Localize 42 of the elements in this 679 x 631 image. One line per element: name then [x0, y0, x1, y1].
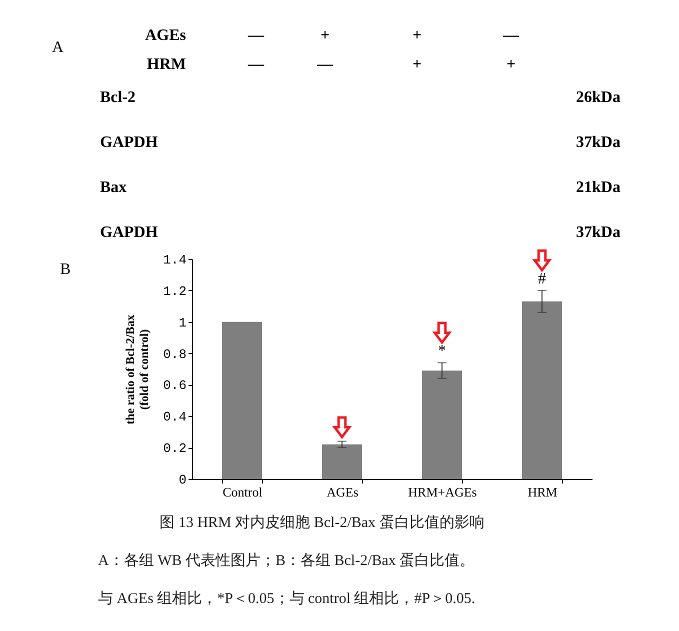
x-tick-label: AGEs	[326, 484, 358, 500]
data-label: *	[438, 342, 446, 360]
text: +	[320, 27, 330, 44]
text: 37kDa	[576, 224, 620, 241]
text: —	[247, 56, 265, 73]
bar	[222, 322, 262, 479]
chart-title: B	[60, 261, 71, 278]
text: Bcl-2	[100, 89, 136, 106]
y-tick-label: 0	[178, 472, 186, 488]
text: 26kDa	[576, 89, 620, 106]
text: HRM	[146, 56, 186, 73]
y-axis-title: the ratio of Bcl-2/Bax (fold of control)	[123, 314, 152, 424]
text: —	[502, 27, 520, 44]
y-tick-label: 0.2	[163, 441, 186, 456]
text: GAPDH	[100, 134, 158, 151]
text: —	[316, 56, 334, 73]
text: 21kDa	[576, 179, 620, 196]
text: +	[412, 27, 422, 44]
y-tick-label: 1.2	[163, 284, 186, 299]
x-tick-label: HRM	[528, 484, 558, 500]
x-tick-label: Control	[222, 484, 263, 500]
text: GAPDH	[100, 224, 158, 241]
y-tick-label: 0.4	[163, 410, 187, 425]
bar	[322, 444, 362, 479]
bar	[522, 301, 562, 479]
data-label: #	[538, 270, 546, 288]
y-tick-label: 1	[178, 315, 187, 330]
text: A	[52, 39, 64, 56]
text: +	[506, 56, 516, 73]
x-tick-label: HRM+AGEs	[408, 484, 477, 500]
text: Bax	[100, 179, 127, 196]
caption: 图 13 HRM 对内皮细胞 Bcl-2/Bax 蛋白比值的影响	[160, 514, 484, 531]
text: A：各组 WB 代表性图片；B：各组 Bcl-2/Bax 蛋白比值。	[98, 552, 475, 569]
y-tick-label: 0.8	[163, 346, 186, 362]
y-tick-label: 0.6	[163, 378, 186, 394]
text: AGEs	[145, 27, 186, 44]
text: 与 AGEs 组相比，*P＜0.05；与 control 组相比，#P＞0.05.	[98, 590, 476, 607]
y-tick-label: 1.4	[163, 252, 187, 268]
text: 37kDa	[576, 134, 620, 151]
bar	[422, 370, 462, 479]
text: +	[412, 56, 422, 73]
text: —	[247, 27, 265, 44]
